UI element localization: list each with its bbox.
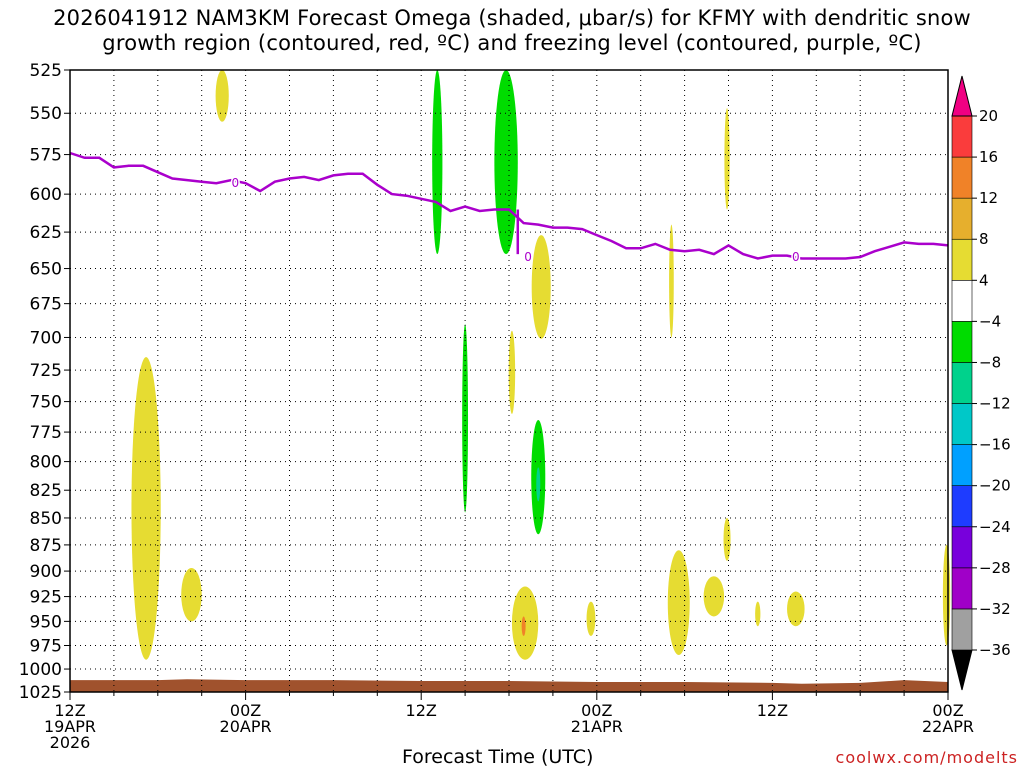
y-tick-label: 900 bbox=[30, 562, 62, 582]
y-tick-label: 775 bbox=[30, 423, 62, 443]
y-tick-label: 575 bbox=[30, 146, 62, 166]
colorbar-swatch bbox=[951, 526, 973, 569]
x-tick-label: 12Z bbox=[406, 701, 437, 720]
colorbar-swatch bbox=[951, 156, 973, 199]
colorbar-swatch bbox=[951, 280, 973, 322]
freezing-level-label: 0 bbox=[792, 250, 800, 264]
omega-region-17 bbox=[703, 576, 725, 617]
colorbar-tick-label: −36 bbox=[979, 641, 1011, 659]
freezing-level-line bbox=[69, 151, 949, 260]
y-tick-label: 650 bbox=[30, 260, 62, 280]
colorbar-swatch bbox=[951, 115, 973, 158]
omega-region-11 bbox=[521, 616, 526, 636]
chart-title-line-1: 2026041912 NAM3KM Forecast Omega (shaded… bbox=[53, 6, 971, 30]
x-tick-label: 00Z bbox=[230, 701, 261, 720]
colorbar-tick-label: −16 bbox=[979, 436, 1011, 454]
y-tick-label: 850 bbox=[30, 509, 62, 529]
y-tick-label: 800 bbox=[30, 453, 62, 473]
credit-link[interactable]: coolwx.com/modelts bbox=[835, 748, 1018, 767]
omega-region-14 bbox=[724, 108, 730, 210]
x-axis-label: Forecast Time (UTC) bbox=[402, 746, 594, 768]
omega-region-5 bbox=[462, 324, 469, 513]
colorbar-swatch bbox=[951, 362, 973, 404]
colorbar-tick-label: 4 bbox=[979, 271, 989, 289]
colorbar-tick-label: 8 bbox=[979, 230, 989, 248]
x-tick-label: 20APR bbox=[220, 717, 272, 736]
y-tick-label: 1025 bbox=[19, 683, 62, 703]
freezing-level-label: 0 bbox=[524, 250, 532, 264]
y-tick-label: 925 bbox=[30, 588, 62, 608]
colorbar-tick-label: 12 bbox=[979, 189, 998, 207]
y-tick-label: 600 bbox=[30, 185, 62, 205]
x-tick-label: 00Z bbox=[581, 701, 612, 720]
colorbar-swatch bbox=[951, 485, 973, 528]
omega-region-15 bbox=[667, 550, 690, 655]
x-tick-label: 2026 bbox=[50, 733, 91, 752]
y-tick-label: 525 bbox=[30, 61, 62, 81]
colorbar-swatch bbox=[951, 444, 973, 486]
x-tick-label: 19APR bbox=[44, 717, 96, 736]
omega-region-0 bbox=[215, 70, 229, 122]
x-tick-label: 12Z bbox=[54, 701, 85, 720]
colorbar-swatch bbox=[951, 238, 973, 281]
y-tick-label: 750 bbox=[30, 393, 62, 413]
omega-region-16 bbox=[723, 517, 731, 561]
y-axis: 525 550 575 600 625 650 675 700 725 750 775 800 825 8… bbox=[19, 61, 70, 703]
omega-region-1 bbox=[432, 70, 443, 255]
omega-region-20 bbox=[942, 544, 951, 646]
y-tick-label: 725 bbox=[30, 361, 62, 381]
colorbar-tick-label: −4 bbox=[979, 312, 1001, 330]
colorbar-tick-label: 16 bbox=[979, 148, 998, 166]
y-tick-label: 825 bbox=[30, 481, 62, 501]
x-tick-label: 00Z bbox=[932, 701, 963, 720]
omega-region-13 bbox=[669, 224, 674, 338]
colorbar-tick-label: 20 bbox=[979, 107, 998, 125]
grid bbox=[70, 69, 948, 693]
omega-region-9 bbox=[181, 567, 202, 622]
x-tick-label: 22APR bbox=[922, 717, 974, 736]
omega-region-4 bbox=[508, 330, 516, 414]
x-tick-label: 12Z bbox=[757, 701, 788, 720]
chart-title-line-2: growth region (contoured, red, ºC) and f… bbox=[102, 31, 922, 55]
colorbar-tick-label: −8 bbox=[979, 353, 1001, 371]
y-tick-label: 950 bbox=[30, 612, 62, 632]
colorbar-tick-label: −32 bbox=[979, 600, 1011, 618]
colorbar-swatch bbox=[951, 321, 973, 363]
colorbar-swatch bbox=[951, 197, 973, 240]
omega-shading bbox=[131, 70, 951, 660]
omega-region-7 bbox=[536, 467, 541, 502]
colorbar-tick-label: −24 bbox=[979, 518, 1011, 536]
y-tick-label: 975 bbox=[30, 637, 62, 657]
omega-region-12 bbox=[586, 601, 596, 636]
colorbar-tick-label: −20 bbox=[979, 477, 1011, 495]
colorbar-swatch bbox=[951, 608, 973, 651]
colorbar-swatch bbox=[951, 75, 973, 117]
omega-region-3 bbox=[531, 235, 551, 339]
colorbar-tick-label: −28 bbox=[979, 559, 1011, 577]
y-tick-label: 875 bbox=[30, 536, 62, 556]
colorbar-swatch bbox=[951, 567, 973, 610]
colorbar-swatch bbox=[951, 403, 973, 445]
omega-region-18 bbox=[755, 601, 761, 627]
freezing-level-label: 0 bbox=[232, 176, 240, 190]
y-tick-label: 550 bbox=[30, 104, 62, 124]
x-tick-label: 21APR bbox=[571, 717, 623, 736]
y-tick-label: 675 bbox=[30, 295, 62, 315]
y-tick-label: 625 bbox=[30, 223, 62, 243]
chart-title: 2026041912 NAM3KM Forecast Omega (shaded… bbox=[0, 6, 1024, 56]
colorbar-tick-label: −12 bbox=[979, 395, 1011, 413]
omega-region-19 bbox=[787, 591, 805, 627]
y-tick-label: 1000 bbox=[19, 660, 62, 680]
colorbar-swatch bbox=[951, 649, 973, 691]
colorbar: −36 −32 −28 −24 −20 −16 −12 −8 −4 4 8 12 16 20 bbox=[951, 75, 1011, 691]
omega-region-2 bbox=[494, 70, 518, 255]
y-tick-label: 700 bbox=[30, 328, 62, 348]
omega-region-8 bbox=[131, 357, 161, 660]
